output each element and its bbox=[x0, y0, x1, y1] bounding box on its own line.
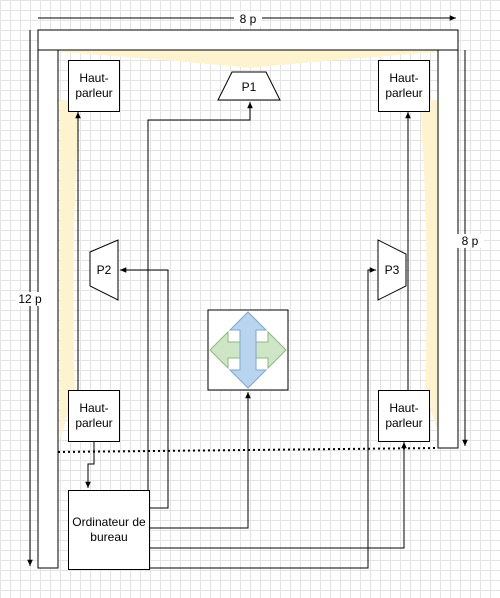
projector-p3-shape bbox=[377, 239, 407, 301]
light-beam-right bbox=[420, 100, 440, 440]
desktop-computer: Ordinateur de bureau bbox=[68, 490, 150, 570]
line-computer-to-p3 bbox=[148, 267, 376, 569]
speaker-top-left: Haut- parleur bbox=[68, 60, 120, 112]
dimension-depth-label: 12 p bbox=[16, 292, 44, 306]
speaker-bottom-right: Haut- parleur bbox=[378, 390, 430, 442]
projector-p1-shape bbox=[217, 71, 281, 101]
speaker-bottom-left-label: Haut- parleur bbox=[75, 401, 113, 430]
speaker-top-right-label: Haut- parleur bbox=[385, 71, 423, 100]
light-beam-left bbox=[60, 100, 80, 440]
projector-p1-label: P1 bbox=[241, 79, 257, 94]
dimension-width-label: 8 p bbox=[234, 12, 262, 26]
wall-top bbox=[37, 29, 459, 51]
wall-right bbox=[437, 49, 459, 449]
speaker-bottom-left: Haut- parleur bbox=[68, 390, 120, 442]
desktop-computer-label: Ordinateur de bureau bbox=[72, 515, 146, 544]
projector-p2-label: P2 bbox=[96, 262, 112, 277]
arrow-vertical-icon bbox=[228, 311, 268, 389]
line-computer-to-speaker-br bbox=[148, 442, 407, 549]
speaker-top-left-label: Haut- parleur bbox=[75, 71, 113, 100]
line-computer-to-p1 bbox=[147, 102, 253, 490]
line-speaker-bl-to-computer bbox=[85, 440, 95, 488]
wall-left bbox=[37, 49, 59, 569]
speaker-bottom-right-label: Haut- parleur bbox=[385, 401, 423, 430]
speaker-top-right: Haut- parleur bbox=[378, 60, 430, 112]
projector-p2-shape bbox=[89, 239, 119, 301]
line-computer-to-p2 bbox=[120, 267, 169, 509]
dimension-side-label: 8 p bbox=[456, 234, 484, 248]
line-computer-to-center bbox=[148, 392, 251, 529]
projector-p3-label: P3 bbox=[384, 262, 400, 277]
light-beam-top bbox=[60, 50, 440, 68]
